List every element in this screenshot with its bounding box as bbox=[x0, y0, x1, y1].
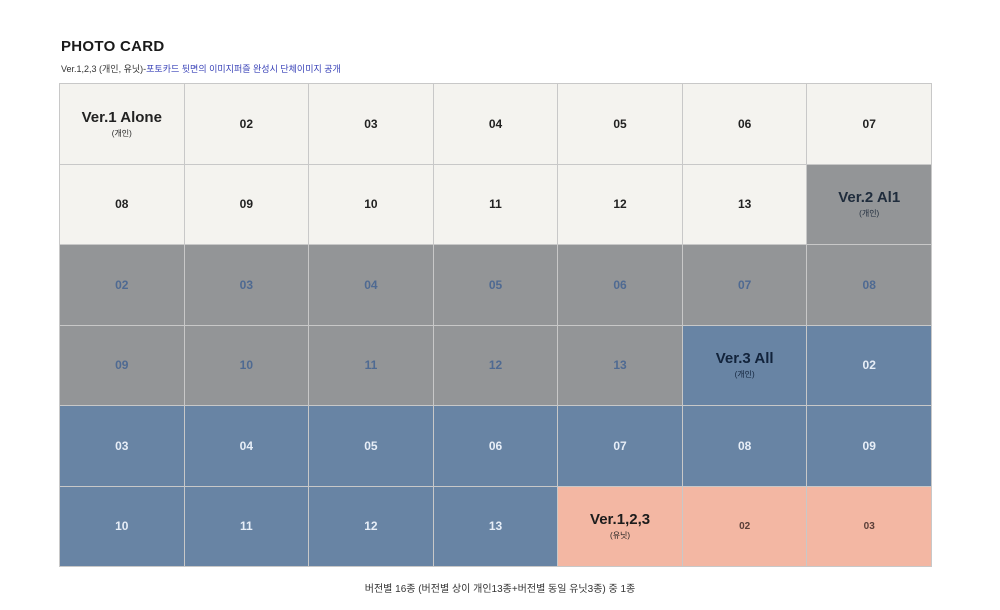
card-number-cell: 12 bbox=[558, 164, 683, 245]
card-number: 09 bbox=[862, 438, 876, 453]
card-number: 04 bbox=[364, 277, 378, 292]
version-header-cell: Ver.1 Alone (개인) bbox=[60, 84, 185, 165]
version-header-cell: Ver.2 Al1 (개인) bbox=[807, 164, 932, 245]
card-number: 06 bbox=[488, 438, 503, 453]
card-number: 02 bbox=[739, 520, 751, 532]
card-number-cell: 09 bbox=[184, 164, 310, 245]
card-number: 10 bbox=[239, 358, 254, 373]
card-number: 12 bbox=[488, 358, 503, 373]
card-number: 03 bbox=[364, 116, 378, 131]
card-number: 02 bbox=[862, 358, 876, 373]
card-number: 03 bbox=[863, 520, 875, 532]
card-number-cell: 03 bbox=[309, 84, 434, 165]
card-number: 02 bbox=[239, 116, 254, 131]
version-sublabel: (개인) bbox=[734, 370, 755, 380]
card-number: 08 bbox=[115, 197, 129, 212]
card-number: 13 bbox=[488, 519, 503, 534]
card-number: 06 bbox=[737, 116, 752, 131]
card-number: 04 bbox=[488, 116, 503, 131]
card-number-cell: 02 bbox=[60, 245, 185, 326]
subtitle-highlight: 포토카드 뒷면의 이미지퍼즐 완성시 단체이미지 공개 bbox=[146, 64, 341, 74]
card-number-cell: 04 bbox=[433, 84, 559, 165]
card-number-cell: 05 bbox=[558, 84, 683, 165]
card-number: 02 bbox=[115, 277, 129, 292]
card-number-cell: 05 bbox=[309, 406, 434, 487]
card-number: 05 bbox=[364, 438, 378, 453]
card-number: 13 bbox=[737, 197, 752, 212]
card-number: 12 bbox=[613, 197, 627, 212]
card-number: 07 bbox=[737, 277, 752, 292]
card-number-cell: 06 bbox=[558, 245, 683, 326]
card-number-cell: 11 bbox=[309, 325, 434, 406]
card-number-cell: 02 bbox=[184, 84, 310, 165]
card-number-cell: 11 bbox=[184, 486, 310, 567]
card-number-cell: 08 bbox=[682, 406, 808, 487]
card-number: 11 bbox=[489, 197, 502, 212]
card-number-cell: 12 bbox=[309, 486, 434, 567]
version-label: Ver.3 All bbox=[715, 350, 774, 368]
card-number-cell: 07 bbox=[807, 84, 932, 165]
card-number-cell: 03 bbox=[60, 406, 185, 487]
card-number: 04 bbox=[239, 438, 254, 453]
card-number: 06 bbox=[613, 277, 627, 292]
card-number-cell: 02 bbox=[807, 325, 932, 406]
card-number-cell: 07 bbox=[558, 406, 683, 487]
card-number-cell: 03 bbox=[184, 245, 310, 326]
card-number-cell: 04 bbox=[309, 245, 434, 326]
card-number-cell: 06 bbox=[682, 84, 808, 165]
page-subtitle: Ver.1,2,3 (개인, 유닛)-포토카드 뒷면의 이미지퍼즐 완성시 단체… bbox=[61, 62, 341, 75]
card-number-cell: 09 bbox=[807, 406, 932, 487]
version-label: Ver.2 Al1 bbox=[838, 189, 901, 207]
card-number: 11 bbox=[240, 519, 253, 534]
version-header-cell: Ver.3 All (개인) bbox=[682, 325, 808, 406]
card-number-cell: 08 bbox=[60, 164, 185, 245]
card-number: 05 bbox=[613, 116, 627, 131]
card-number: 03 bbox=[115, 438, 129, 453]
card-number-cell: 07 bbox=[682, 245, 808, 326]
card-number: 05 bbox=[488, 277, 503, 292]
card-number-cell: 05 bbox=[433, 245, 559, 326]
card-number-cell: 13 bbox=[433, 486, 559, 567]
card-number-cell: 03 bbox=[807, 486, 932, 567]
version-sublabel: (유닛) bbox=[610, 531, 631, 541]
card-number: 08 bbox=[737, 438, 752, 453]
card-number-cell: 13 bbox=[682, 164, 808, 245]
card-number-cell: 08 bbox=[807, 245, 932, 326]
card-number: 13 bbox=[613, 358, 627, 373]
card-number: 09 bbox=[239, 197, 254, 212]
card-number-cell: 02 bbox=[682, 486, 808, 567]
card-number-cell: 11 bbox=[433, 164, 559, 245]
version-label: Ver.1,2,3 bbox=[590, 511, 651, 529]
card-number: 07 bbox=[862, 116, 876, 131]
card-number: 09 bbox=[115, 358, 129, 373]
card-number: 03 bbox=[239, 277, 254, 292]
photo-card-grid: Ver.1 Alone (개인) 02 03 04 05 06 07 08 09 10 11 12 13 V… bbox=[59, 83, 932, 567]
version-sublabel: (개인) bbox=[859, 209, 880, 219]
card-number: 10 bbox=[364, 197, 378, 212]
card-number: 12 bbox=[364, 519, 378, 534]
card-number-cell: 04 bbox=[184, 406, 310, 487]
card-number-cell: 10 bbox=[184, 325, 310, 406]
card-number-cell: 06 bbox=[433, 406, 559, 487]
card-number-cell: 13 bbox=[558, 325, 683, 406]
page-title: PHOTO CARD bbox=[61, 38, 165, 55]
version-header-cell: Ver.1,2,3 (유닛) bbox=[558, 486, 683, 567]
card-number: 07 bbox=[613, 438, 627, 453]
card-number-cell: 09 bbox=[60, 325, 185, 406]
footer-note: 버전별 16종 (버전별 상이 개인13종+버전별 동일 유닛3종) 중 1종 bbox=[364, 584, 636, 595]
card-number: 08 bbox=[862, 277, 876, 292]
card-number-cell: 12 bbox=[433, 325, 559, 406]
version-label: Ver.1 Alone bbox=[81, 108, 162, 126]
card-number-cell: 10 bbox=[309, 164, 434, 245]
subtitle-prefix: Ver.1,2,3 (개인, 유닛)- bbox=[61, 64, 147, 74]
card-number-cell: 10 bbox=[60, 486, 185, 567]
card-number: 10 bbox=[115, 519, 129, 534]
version-sublabel: (개인) bbox=[111, 128, 132, 138]
card-number: 11 bbox=[364, 358, 378, 373]
